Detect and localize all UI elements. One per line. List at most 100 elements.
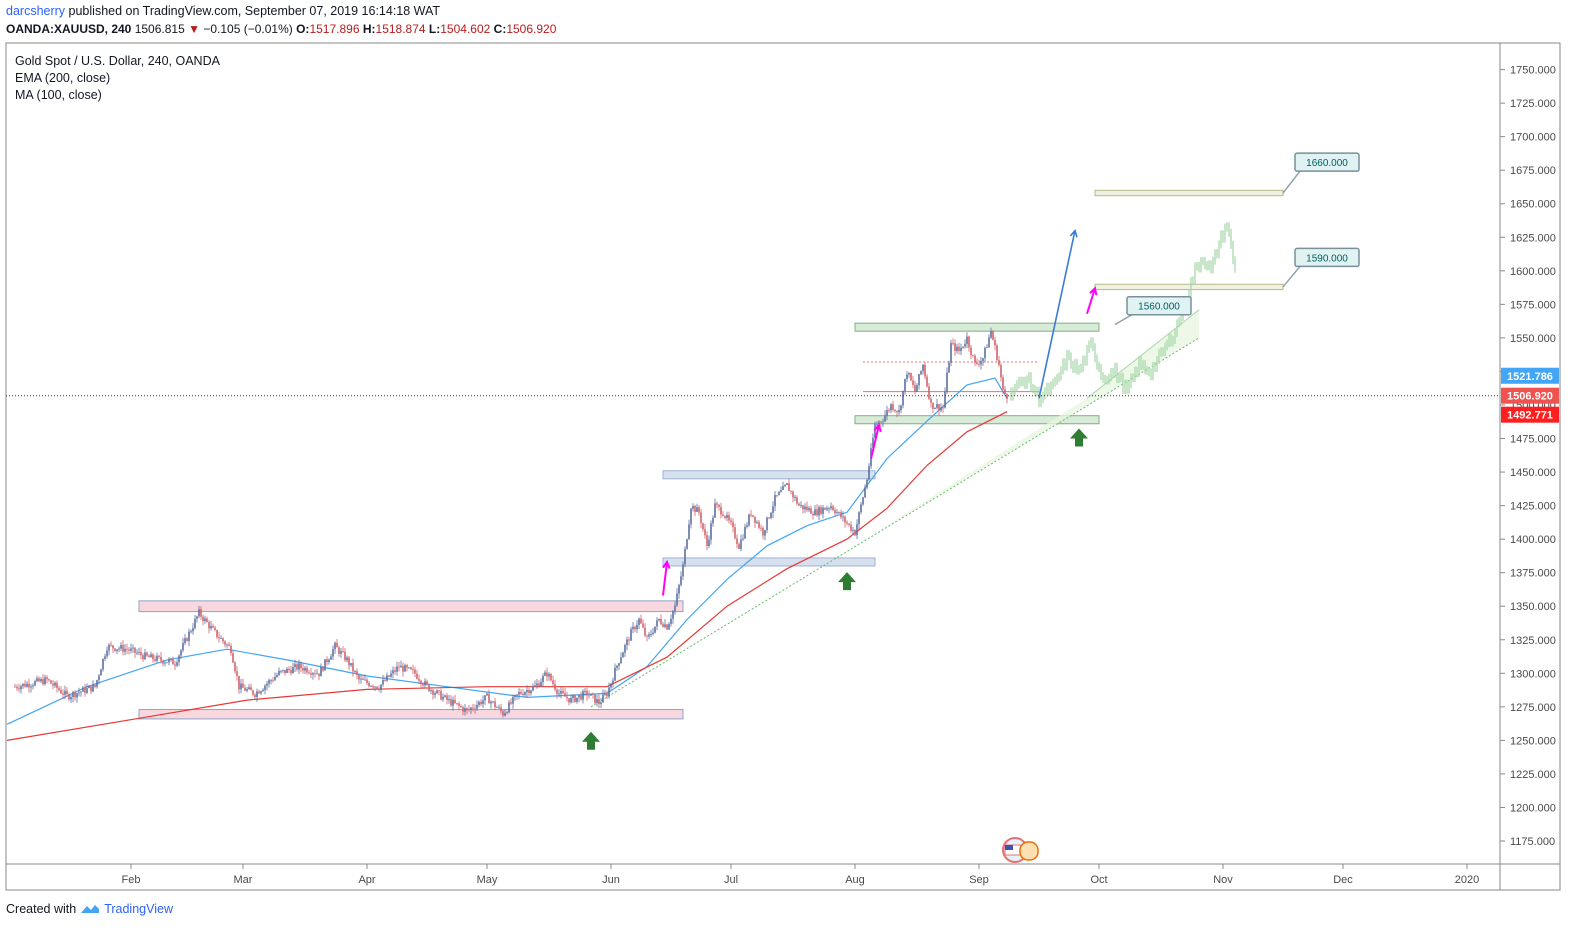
trendline-upper[interactable] (1086, 309, 1200, 399)
candle (14, 686, 16, 688)
candle (40, 679, 42, 682)
candle (202, 616, 204, 621)
candle (972, 354, 974, 356)
candle (408, 667, 410, 669)
candle (206, 618, 208, 623)
legend-ma[interactable]: MA (100, close) (15, 88, 102, 102)
candle (666, 624, 668, 630)
candle (564, 693, 566, 697)
candle (622, 652, 624, 658)
candle (496, 707, 498, 708)
price-badge (1501, 387, 1559, 404)
x-tick-label: Feb (122, 874, 141, 886)
up-arrow-icon[interactable] (1070, 428, 1088, 447)
magenta-arrow-icon[interactable] (662, 559, 671, 596)
candle (746, 525, 748, 527)
target-zone[interactable] (1094, 189, 1284, 197)
resistance-zone[interactable] (138, 600, 684, 613)
candle (480, 701, 482, 705)
news-flag-icon[interactable] (1002, 837, 1039, 863)
candle (984, 347, 986, 359)
price-badge-label: 1521.786 (1507, 371, 1553, 383)
candle (310, 673, 312, 675)
candle (560, 691, 562, 694)
candle (156, 655, 158, 661)
candle (154, 659, 156, 661)
candle (130, 648, 132, 651)
candle (102, 658, 104, 670)
candle (882, 421, 884, 423)
candle (286, 668, 288, 674)
candle (570, 697, 572, 703)
candle (700, 512, 702, 524)
up-arrow-icon[interactable] (838, 572, 856, 591)
candle (612, 680, 614, 684)
candle (492, 701, 494, 703)
candle (280, 670, 282, 672)
candle (400, 665, 402, 668)
candle (844, 516, 846, 523)
blue-arrow-icon[interactable] (1038, 228, 1078, 399)
resistance-zone[interactable] (662, 470, 876, 480)
candle (168, 659, 170, 663)
candle (596, 699, 598, 703)
candle (728, 515, 730, 521)
support-zone[interactable] (854, 415, 1100, 425)
candle (546, 672, 548, 677)
candle (312, 673, 314, 675)
candle (584, 690, 586, 692)
callout-box[interactable] (1126, 295, 1192, 316)
candle (526, 689, 528, 693)
y-tick-label: 1425.000 (1510, 501, 1556, 513)
candle (974, 355, 976, 363)
support-zone[interactable] (138, 709, 684, 720)
candle (388, 675, 390, 677)
candle (346, 657, 348, 661)
candle (518, 691, 520, 695)
candle (452, 699, 454, 706)
candle (522, 693, 524, 695)
candle (466, 708, 468, 710)
callout-box[interactable] (1294, 247, 1360, 268)
candle (74, 692, 76, 698)
candle (382, 679, 384, 685)
candle (230, 645, 232, 654)
support-zone[interactable] (662, 557, 876, 567)
candle (806, 506, 808, 511)
price-badge (1501, 406, 1559, 423)
tradingview-link[interactable]: TradingView (104, 902, 173, 916)
candle (952, 343, 954, 344)
candle (902, 390, 904, 406)
candle (348, 657, 350, 666)
candle (620, 657, 622, 664)
candle (150, 654, 152, 658)
author-link[interactable]: darcsherry (6, 4, 66, 18)
candle (110, 644, 112, 646)
candle (686, 539, 688, 549)
candle (650, 634, 652, 635)
y-tick-label: 1750.000 (1510, 65, 1556, 77)
candle (498, 707, 500, 709)
candle (860, 504, 862, 513)
candle (822, 507, 824, 514)
target-zone[interactable] (1094, 283, 1284, 291)
candle (226, 644, 228, 646)
callout-label: 1660.000 (1306, 158, 1348, 169)
candle (954, 343, 956, 352)
magenta-arrow-icon[interactable] (870, 423, 882, 459)
candle (158, 655, 160, 657)
resistance-zone[interactable] (854, 322, 1100, 332)
candle (644, 627, 646, 636)
candle (720, 506, 722, 515)
magenta-arrow-icon[interactable] (1086, 286, 1098, 315)
candle (300, 663, 302, 668)
up-arrow-icon[interactable] (582, 731, 600, 750)
candle (98, 675, 100, 681)
legend-ema[interactable]: EMA (200, close) (15, 71, 111, 85)
callout-box[interactable] (1294, 152, 1360, 172)
candle (438, 690, 440, 692)
candle (748, 514, 750, 526)
trendline-lower[interactable] (590, 337, 1200, 708)
candle (362, 678, 364, 680)
